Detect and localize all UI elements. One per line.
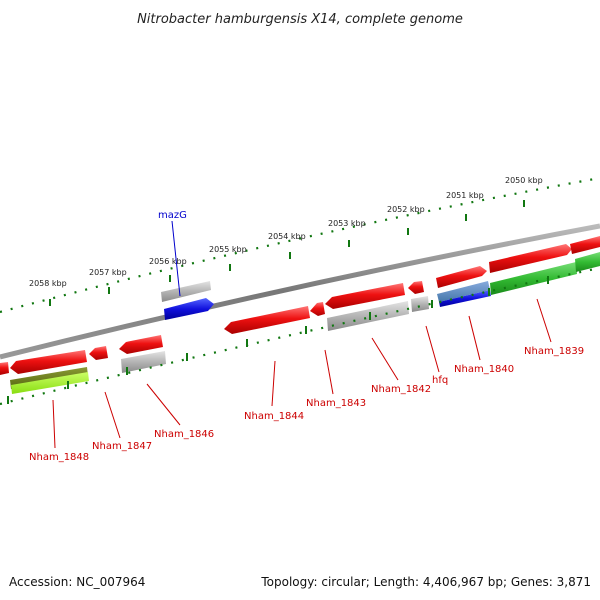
forward-strand-features xyxy=(161,236,600,320)
gene-label-nham-1840: Nham_1840 xyxy=(454,364,514,375)
feature-hfq xyxy=(408,281,424,294)
outer-ruler-major-ticks xyxy=(49,200,525,306)
ruler-label-2056: 2056 kbp xyxy=(149,257,187,266)
leader-hfq xyxy=(425,325,440,373)
feature-red-right-1 xyxy=(436,266,487,288)
genome-title: Nitrobacter hamburgensis X14, complete g… xyxy=(137,12,463,27)
outer-ruler xyxy=(0,176,600,314)
feature-gray-hfq xyxy=(411,296,429,312)
feature-blue-1840 xyxy=(439,290,491,307)
feature-gray-1843 xyxy=(327,301,409,331)
lower-features xyxy=(10,296,429,394)
feature-nham-1846 xyxy=(119,335,163,354)
gene-label-nham-1842: Nham_1842 xyxy=(371,384,431,395)
ruler-label-2052: 2052 kbp xyxy=(387,205,425,214)
gene-label-nham-1848: Nham_1848 xyxy=(29,452,89,463)
leader-nham-1846 xyxy=(146,383,181,426)
feature-nham-1844 xyxy=(224,306,310,334)
genome-summary-text: Topology: circular; Length: 4,406,967 bp… xyxy=(260,575,591,589)
leader-nham-1843 xyxy=(324,349,334,395)
feature-nham-1839 xyxy=(489,244,572,273)
leader-nham-1848 xyxy=(52,399,56,449)
gene-label-mazg: mazG xyxy=(158,210,187,221)
feature-nham-1847 xyxy=(89,346,108,360)
feature-nham-1842 xyxy=(325,283,405,309)
ruler-label-2055: 2055 kbp xyxy=(209,245,247,254)
gene-label-nham-1839: Nham_1839 xyxy=(524,346,584,357)
feature-nham-1848 xyxy=(10,350,87,374)
inner-ruler-major-ticks xyxy=(7,276,549,404)
leader-nham-1842 xyxy=(371,337,399,381)
feature-gray-mazg-upper xyxy=(161,281,211,302)
ruler-labels: 2058 kbp 2057 kbp 2056 kbp 2055 kbp 2054… xyxy=(29,176,543,288)
leader-nham-1840 xyxy=(468,315,481,361)
feature-red-right-3 xyxy=(570,236,600,254)
leader-mazg xyxy=(171,220,181,297)
feature-red-left-edge xyxy=(0,362,9,375)
leader-nham-1839 xyxy=(536,298,552,343)
gene-label-nham-1846: Nham_1846 xyxy=(154,429,214,440)
feature-mazg xyxy=(164,298,214,320)
label-leader-lines xyxy=(52,220,552,449)
feature-lime-1848 xyxy=(11,372,89,394)
feature-green-1839 xyxy=(490,262,577,295)
genome-backbone xyxy=(0,223,600,360)
feature-steel-1840 xyxy=(437,281,490,302)
gene-labels: mazG Nham_1848 Nham_1847 Nham_1846 Nham_… xyxy=(29,210,584,463)
ruler-label-2053: 2053 kbp xyxy=(328,219,366,228)
feature-green-1839-right xyxy=(575,252,600,272)
inner-ruler xyxy=(0,266,600,406)
ruler-label-2054: 2054 kbp xyxy=(268,232,306,241)
gene-label-nham-1844: Nham_1844 xyxy=(244,411,304,422)
ruler-label-2051: 2051 kbp xyxy=(446,191,484,200)
ruler-label-2057: 2057 kbp xyxy=(89,268,127,277)
leader-nham-1847 xyxy=(104,391,121,439)
ruler-label-2058: 2058 kbp xyxy=(29,279,67,288)
ruler-label-2050: 2050 kbp xyxy=(505,176,543,185)
accession-text: Accession: NC_007964 xyxy=(9,575,145,589)
feature-gray-1846 xyxy=(121,351,166,373)
gene-label-nham-1847: Nham_1847 xyxy=(92,441,152,452)
gene-label-hfq: hfq xyxy=(432,375,448,386)
gene-label-nham-1843: Nham_1843 xyxy=(306,398,366,409)
leader-nham-1844 xyxy=(271,360,276,407)
reverse-strand-features xyxy=(0,281,424,375)
feature-nham-1843 xyxy=(310,302,325,316)
